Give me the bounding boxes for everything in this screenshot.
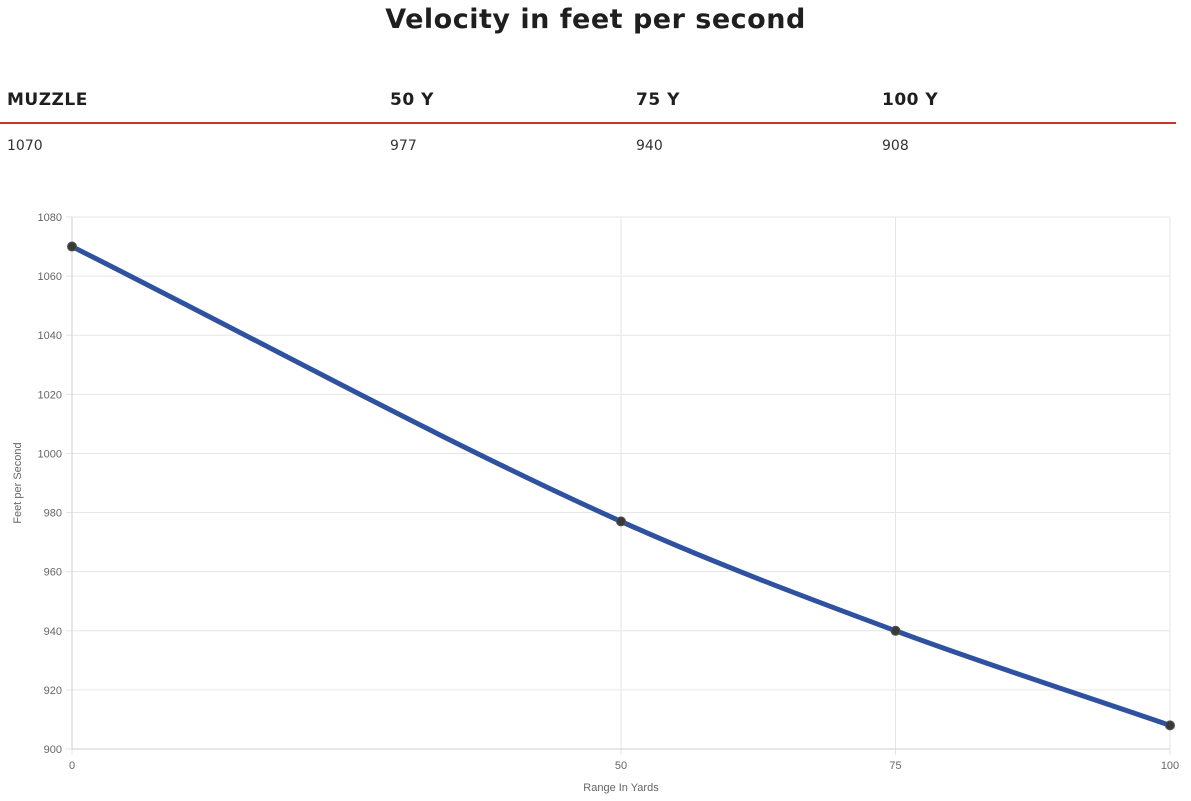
- y-tick-label: 940: [44, 626, 62, 638]
- value-muzzle: 1070: [7, 138, 43, 154]
- page-title: Velocity in feet per second: [385, 4, 806, 35]
- y-axis-label: Feet per Second: [12, 442, 24, 523]
- y-tick-label: 920: [44, 685, 62, 697]
- data-point[interactable]: [890, 625, 901, 636]
- header-muzzle: MUZZLE: [7, 90, 88, 110]
- y-axis-ticks: 900 920 940 960 980 1000 1020 1040 1060 1080: [38, 212, 62, 756]
- value-100y: 908: [882, 138, 909, 154]
- series-line: [69, 244, 1173, 728]
- y-tick-label: 1060: [38, 271, 62, 283]
- x-tick-label: 0: [69, 760, 75, 772]
- chart-series: [67, 241, 1175, 731]
- header-75y: 75 Y: [636, 90, 680, 110]
- data-point[interactable]: [616, 516, 626, 527]
- y-tick-label: 980: [44, 508, 62, 520]
- data-point[interactable]: [67, 241, 77, 252]
- header-50y: 50 Y: [390, 90, 434, 110]
- y-tick-label: 1080: [38, 212, 62, 224]
- x-axis-label: Range In Yards: [583, 782, 659, 794]
- velocity-chart: 900 920 940 960 980 1000 1020 1040 1060 1080 0 50 7…: [12, 212, 1179, 794]
- y-tick-label: 1020: [38, 389, 62, 401]
- value-75y: 940: [636, 138, 663, 154]
- y-tick-label: 900: [44, 744, 62, 756]
- x-tick-label: 100: [1161, 760, 1179, 772]
- header-100y: 100 Y: [882, 90, 939, 110]
- x-axis-ticks: 0 50 75 100: [69, 760, 1179, 772]
- data-point[interactable]: [1165, 720, 1175, 731]
- y-tick-label: 960: [44, 567, 62, 579]
- x-tick-label: 75: [889, 760, 901, 772]
- y-tick-label: 1040: [38, 330, 62, 342]
- table-divider: [0, 122, 1176, 124]
- value-50y: 977: [390, 138, 417, 154]
- y-tick-label: 1000: [38, 448, 62, 460]
- x-tick-label: 50: [615, 760, 627, 772]
- chart-grid: [66, 216, 1171, 755]
